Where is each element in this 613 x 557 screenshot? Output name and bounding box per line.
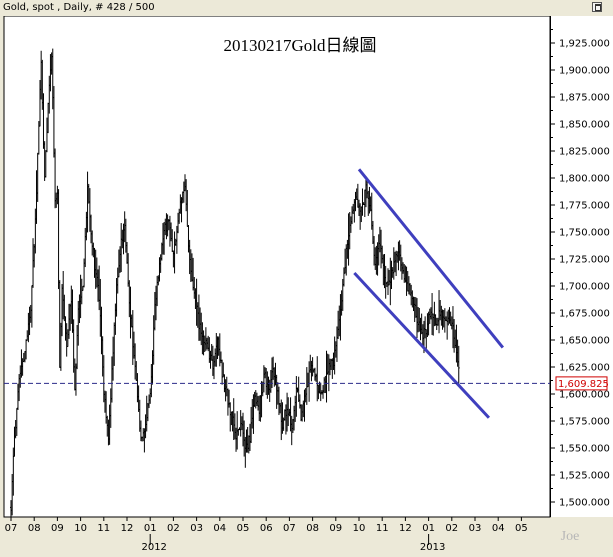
y-tick-label: 1,550.000	[559, 444, 610, 455]
x-tick-label: 10	[353, 523, 366, 534]
x-tick-label: 05	[237, 523, 250, 534]
x-tick-label: 04	[492, 523, 505, 534]
y-tick-label: 1,575.000	[559, 417, 610, 428]
trendline-lower	[353, 272, 491, 419]
y-tick-label: 1,625.000	[559, 363, 610, 374]
y-tick-label: 1,800.000	[559, 174, 610, 185]
x-tick-label: 11	[376, 523, 389, 534]
x-tick-label: 03	[190, 523, 203, 534]
x-tick-label: 07	[5, 523, 18, 534]
trendlines	[353, 168, 505, 419]
y-tick-label: 1,650.000	[559, 336, 610, 347]
x-tick-label: 03	[469, 523, 482, 534]
symbol-info: Gold, spot , Daily, # 428 / 500	[3, 2, 155, 13]
x-tick-label: 05	[515, 523, 528, 534]
watermark: Joe	[561, 529, 580, 544]
x-tick-label: 12	[399, 523, 412, 534]
y-tick-label: 1,700.000	[559, 282, 610, 293]
current-price-marker: 1,609.825	[555, 376, 609, 391]
current-price-box	[555, 376, 608, 391]
x-tick-label: 04	[213, 523, 226, 534]
y-tick-label: 1,850.000	[559, 120, 610, 131]
y-tick-label: 1,825.000	[559, 147, 610, 158]
x-tick-label: 09	[51, 523, 64, 534]
x-tick-label: 01	[422, 523, 435, 534]
current-price-label: 1,609.825	[558, 379, 609, 390]
x-tick-label: 09	[329, 523, 342, 534]
y-tick-label: 1,600.000	[559, 390, 610, 401]
y-tick-label: 1,525.000	[559, 471, 610, 482]
x-tick-label: 01	[144, 523, 157, 534]
price-chart[interactable]: 1,500.000 1,525.000 1,550.000 1,575.000 1,60…	[0, 16, 613, 557]
maximize-icon[interactable]	[592, 2, 602, 12]
x-tick-label: 10	[74, 523, 87, 534]
chart-header-bar: Gold, spot , Daily, # 428 / 500	[0, 0, 613, 16]
candles	[10, 48, 460, 518]
x-tick-label: 11	[97, 523, 110, 534]
y-tick-label: 1,875.000	[559, 93, 610, 104]
y-tick-label: 1,900.000	[559, 66, 610, 77]
y-axis-area	[550, 16, 613, 517]
y-tick-label: 1,500.000	[559, 498, 610, 509]
x-tick-label: 08	[306, 523, 319, 534]
y-tick-label: 1,675.000	[559, 309, 610, 320]
x-tick-label: 02	[167, 523, 180, 534]
x-tick-label: 06	[260, 523, 273, 534]
year-label: 2013	[420, 542, 445, 553]
x-axis: 07 08 09 10 11 12 01 02 03 04 05 06 07 08 09 10 11 12 01 02…	[5, 517, 528, 553]
year-label: 2012	[141, 542, 166, 553]
y-tick-label: 1,775.000	[559, 201, 610, 212]
x-tick-label: 07	[283, 523, 296, 534]
chart-title: 20130217Gold日線圖	[224, 36, 377, 55]
trendline-upper	[357, 168, 505, 349]
plot-area	[3, 16, 551, 518]
x-tick-label: 02	[445, 523, 458, 534]
y-tick-label: 1,925.000	[559, 39, 610, 50]
x-tick-label: 12	[121, 523, 134, 534]
x-tick-label: 08	[28, 523, 41, 534]
y-axis-ticks: 1,500.000 1,525.000 1,550.000 1,575.000 1,60…	[550, 29, 610, 509]
y-tick-label: 1,750.000	[559, 228, 610, 239]
y-tick-label: 1,725.000	[559, 255, 610, 266]
